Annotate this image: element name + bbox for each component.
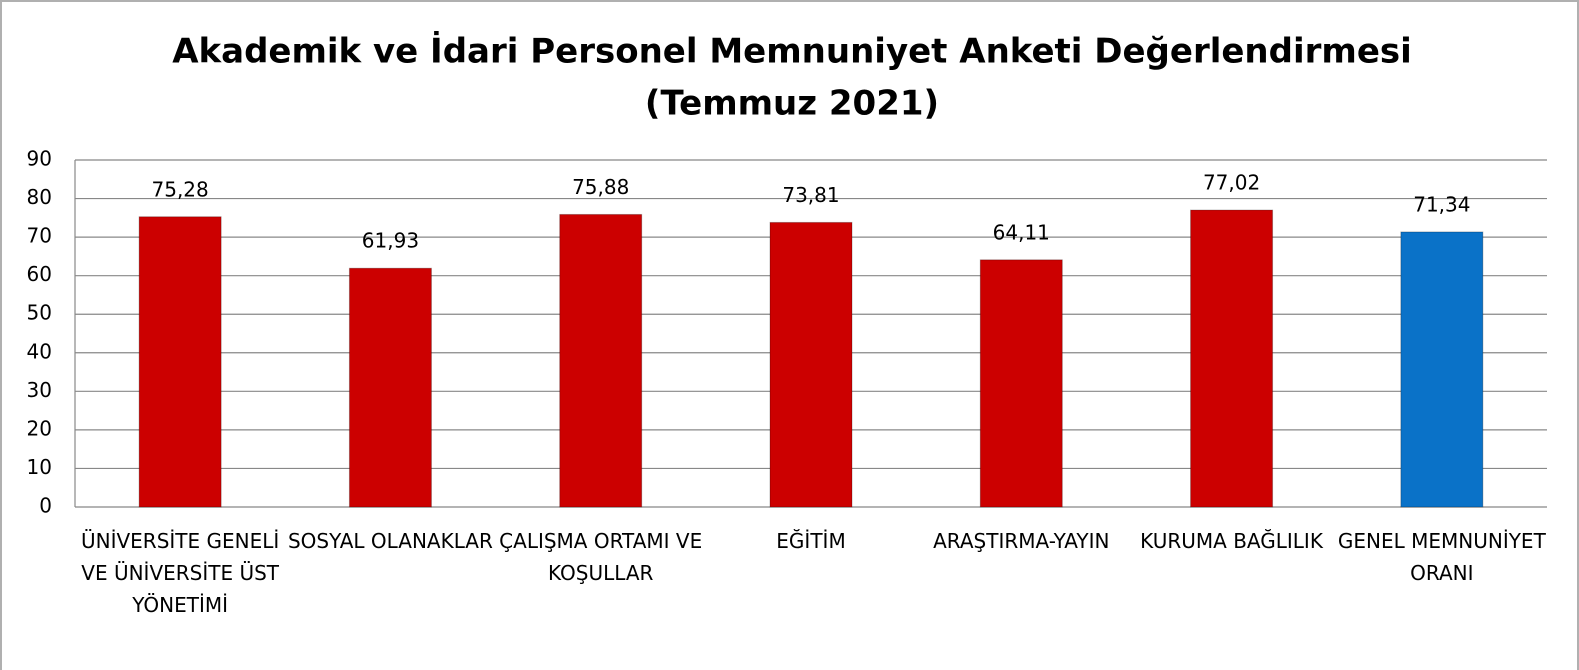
value-label: 64,11 — [993, 220, 1050, 244]
chart-title: Akademik ve İdari Personel Memnuniyet An… — [172, 31, 1412, 72]
bar — [979, 259, 1063, 508]
x-tick-label: KURUMA BAĞLILIK — [1140, 529, 1323, 553]
x-tick-label: EĞİTİM — [776, 529, 846, 553]
y-tick-label: 90 — [27, 147, 52, 171]
bar — [1400, 231, 1484, 508]
y-tick-label: 70 — [27, 224, 52, 248]
y-tick-label: 60 — [27, 262, 52, 286]
bar — [559, 213, 643, 508]
value-label: 73,81 — [782, 183, 839, 207]
bar — [348, 267, 432, 508]
y-tick-label: 40 — [27, 339, 52, 363]
y-tick-label: 0 — [39, 494, 52, 518]
value-label: 75,28 — [152, 177, 209, 201]
y-tick-label: 50 — [27, 301, 52, 325]
x-tick-label: GENEL MEMNUNİYET ORANI — [1337, 529, 1546, 585]
y-tick-label: 20 — [27, 416, 52, 440]
bar — [1190, 209, 1274, 508]
bar — [138, 216, 222, 508]
y-tick-label: 30 — [27, 378, 52, 402]
x-tick-label: ARAŞTIRMA-YAYIN — [933, 529, 1110, 553]
value-label: 77,02 — [1203, 171, 1260, 195]
x-tick-label: SOSYAL OLANAKLAR — [287, 529, 493, 553]
bar — [769, 221, 853, 508]
value-label: 61,93 — [362, 229, 419, 253]
x-tick-label: ÇALIŞMA ORTAMI VE KOŞULLAR — [499, 529, 703, 585]
value-label: 75,88 — [572, 175, 629, 199]
value-label: 71,34 — [1413, 192, 1470, 216]
chart-subtitle: (Temmuz 2021) — [645, 84, 939, 124]
y-tick-label: 80 — [27, 185, 52, 209]
x-tick-label: ÜNİVERSİTE GENELİ VE ÜNİVERSİTE ÜST YÖNE… — [80, 529, 280, 617]
y-tick-label: 10 — [27, 455, 52, 479]
